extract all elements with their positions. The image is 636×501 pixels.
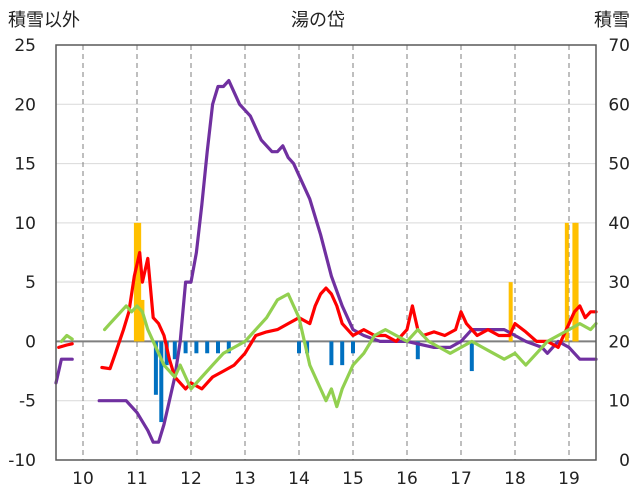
x-tick-label: 13 xyxy=(234,469,256,489)
left-tick-label: -5 xyxy=(19,392,36,412)
left-tick-label: 15 xyxy=(14,155,36,175)
chart-title: 湯の岱 xyxy=(291,10,345,31)
lines xyxy=(54,79,598,444)
left-tick-label: 20 xyxy=(14,95,36,115)
x-tick-label: 18 xyxy=(504,469,526,489)
x-tick-label: 17 xyxy=(450,469,472,489)
left-tick-label: 5 xyxy=(25,273,36,293)
snowfall-bar xyxy=(508,282,513,342)
bars xyxy=(133,222,579,423)
right-tick-label: 60 xyxy=(608,95,630,115)
series-line-1 xyxy=(54,79,598,444)
x-tick-label: 12 xyxy=(180,469,202,489)
minus-bar xyxy=(159,341,164,423)
snowfall-bar xyxy=(574,222,579,342)
series-line-3 xyxy=(59,292,598,409)
minus-bar xyxy=(183,341,188,354)
snowfall-bar xyxy=(572,222,577,342)
right-tick-label: 40 xyxy=(608,214,630,234)
minus-bar xyxy=(351,341,355,354)
x-tick-label: 19 xyxy=(558,469,580,489)
minus-bar xyxy=(153,341,158,395)
series-line-2 xyxy=(57,250,598,391)
minus-bar xyxy=(172,341,177,360)
minus-bar xyxy=(226,341,231,354)
plot-frame xyxy=(55,44,597,461)
left-tick-label: 0 xyxy=(25,332,36,352)
left-axis-label: 積雪以外 xyxy=(8,10,80,31)
snowfall-bar xyxy=(564,222,569,342)
plot-border xyxy=(55,44,597,461)
snowfall-bar xyxy=(133,222,138,342)
minus-bar xyxy=(205,341,210,354)
right-tick-label: 10 xyxy=(608,392,630,412)
minus-bar xyxy=(216,341,220,354)
right-tick-label: 0 xyxy=(619,451,630,471)
snowfall-bar xyxy=(137,222,142,342)
left-tick-label: 10 xyxy=(14,214,36,234)
x-tick-label: 10 xyxy=(72,469,94,489)
x-tick-label: 16 xyxy=(396,469,418,489)
left-tick-label: -10 xyxy=(8,451,36,471)
right-tick-label: 20 xyxy=(608,332,630,352)
x-tick-label: 15 xyxy=(342,469,364,489)
left-tick-label: 25 xyxy=(14,36,36,56)
right-tick-label: 50 xyxy=(608,155,630,175)
x-tick-label: 14 xyxy=(288,469,310,489)
x-tick-label: 11 xyxy=(126,469,148,489)
minus-bar xyxy=(469,341,474,372)
minus-bar xyxy=(194,341,199,354)
minus-bar xyxy=(340,341,345,366)
grid xyxy=(56,44,596,461)
right-axis-label: 積雪 xyxy=(594,10,630,31)
snowfall-bar xyxy=(140,299,145,342)
right-tick-label: 30 xyxy=(608,273,630,293)
right-tick-label: 70 xyxy=(608,36,630,56)
minus-bar xyxy=(415,341,420,360)
minus-bar xyxy=(329,341,334,366)
minus-bar xyxy=(297,341,301,354)
